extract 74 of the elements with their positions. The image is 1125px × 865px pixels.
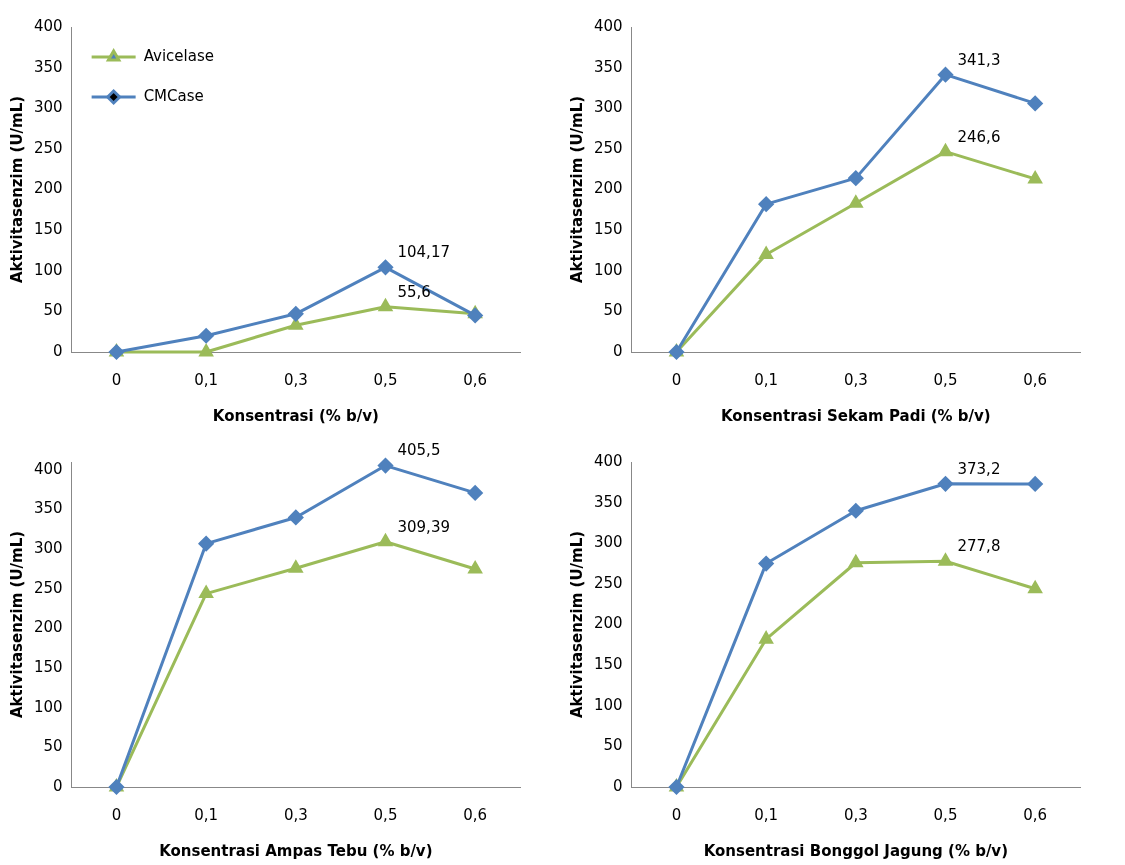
data-label: 405,5 [397, 441, 441, 460]
y-tick-label: 350 [33, 57, 63, 76]
y-tick-label: 0 [53, 776, 63, 795]
y-tick-label: 50 [43, 737, 63, 756]
y-tick-label: 0 [613, 341, 623, 360]
x-tick-label: 0,3 [843, 805, 868, 824]
x-tick-label: 0,5 [373, 805, 398, 824]
y-tick-label: 150 [593, 220, 623, 239]
y-tick-label: 400 [33, 16, 63, 35]
x-tick-label: 0,1 [754, 370, 779, 389]
x-tick-label: 0,5 [933, 370, 958, 389]
y-tick-label: 250 [33, 138, 63, 157]
x-tick-label: 0,6 [1023, 805, 1048, 824]
x-tick-label: 0,3 [843, 370, 868, 389]
x-tick-label: 0,6 [463, 805, 488, 824]
legend-label: Avicelase [143, 46, 214, 65]
data-label: 104,17 [397, 243, 450, 262]
data-label: 277,8 [957, 537, 1001, 556]
y-tick-label: 150 [593, 655, 623, 674]
y-tick-label: 100 [593, 695, 623, 714]
y-tick-label: 200 [33, 618, 63, 637]
y-tick-label: 400 [33, 459, 63, 478]
x-tick-label: 0,1 [194, 370, 219, 389]
x-axis-title: Konsentrasi Ampas Tebu (% b/v) [159, 841, 433, 860]
data-label: 55,6 [397, 282, 431, 301]
x-axis-title: Konsentrasi (% b/v) [212, 406, 379, 425]
y-tick-label: 200 [33, 179, 63, 198]
y-tick-label: 50 [603, 301, 623, 320]
y-tick-label: 250 [593, 138, 623, 157]
x-axis-title: Konsentrasi Sekam Padi (% b/v) [720, 406, 991, 425]
y-tick-label: 350 [33, 499, 63, 518]
y-axis-title: Aktivitasenzim (U/mL) [567, 95, 586, 284]
y-tick-label: 300 [593, 98, 623, 117]
x-tick-label: 0 [671, 805, 682, 824]
x-tick-label: 0 [111, 370, 122, 389]
y-tick-label: 150 [33, 220, 63, 239]
y-tick-label: 250 [593, 573, 623, 592]
x-tick-label: 0,5 [933, 805, 958, 824]
x-tick-label: 0,6 [1023, 370, 1048, 389]
y-axis-title: Aktivitasenzim (U/mL) [7, 530, 26, 719]
y-tick-label: 100 [33, 260, 63, 279]
y-tick-label: 50 [603, 736, 623, 755]
data-label: 373,2 [957, 459, 1001, 478]
x-tick-label: 0,1 [754, 805, 779, 824]
y-axis-title: Aktivitasenzim (U/mL) [567, 530, 586, 719]
y-tick-label: 100 [33, 697, 63, 716]
data-label: 246,6 [957, 127, 1001, 146]
x-tick-label: 0,3 [283, 805, 308, 824]
y-tick-label: 100 [593, 260, 623, 279]
legend-label: CMCase [143, 86, 204, 105]
x-tick-label: 0,1 [194, 805, 219, 824]
y-tick-label: 0 [53, 341, 63, 360]
x-tick-label: 0,6 [463, 370, 488, 389]
x-tick-label: 0,5 [373, 370, 398, 389]
y-tick-label: 50 [43, 301, 63, 320]
x-tick-label: 0 [671, 370, 682, 389]
y-tick-label: 300 [593, 533, 623, 552]
y-tick-label: 200 [593, 614, 623, 633]
y-tick-label: 350 [593, 492, 623, 511]
y-tick-label: 400 [593, 16, 623, 35]
y-tick-label: 0 [613, 776, 623, 795]
y-tick-label: 400 [593, 451, 623, 470]
y-tick-label: 300 [33, 98, 63, 117]
y-axis-title: Aktivitasenzim (U/mL) [7, 95, 26, 284]
x-tick-label: 0 [111, 805, 122, 824]
data-label: 309,39 [397, 517, 450, 536]
y-tick-label: 150 [33, 657, 63, 676]
data-label: 341,3 [957, 50, 1001, 69]
y-tick-label: 250 [33, 578, 63, 597]
y-tick-label: 200 [593, 179, 623, 198]
x-axis-title: Konsentrasi Bonggol Jagung (% b/v) [703, 841, 1009, 860]
y-tick-label: 350 [593, 57, 623, 76]
x-tick-label: 0,3 [283, 370, 308, 389]
y-tick-label: 300 [33, 539, 63, 558]
